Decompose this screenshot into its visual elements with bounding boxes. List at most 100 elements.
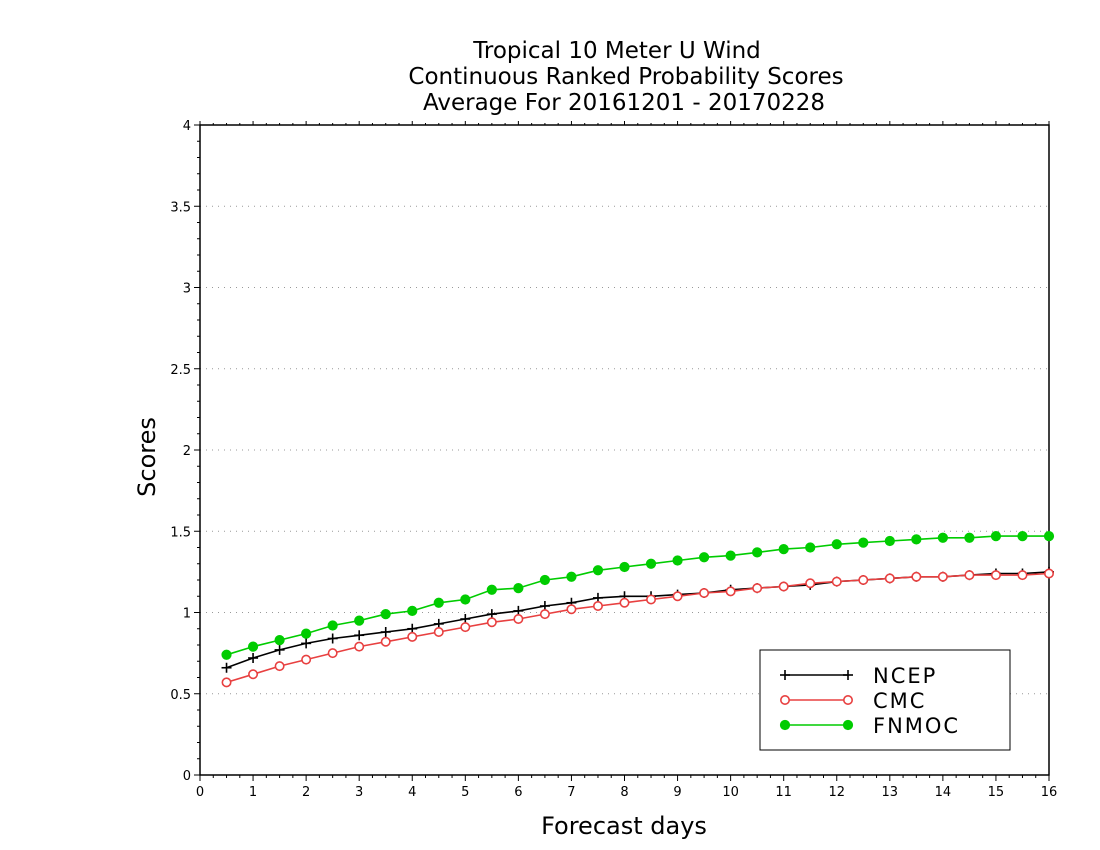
x-tick-label-9: 9	[673, 785, 681, 800]
legend-entry-ncep: NCEP	[780, 664, 937, 688]
data-point-cmc	[1044, 568, 1055, 579]
x-tick-label-7: 7	[567, 785, 575, 800]
y-tick-label-5: 2.5	[170, 363, 191, 378]
data-point-fnmoc	[513, 583, 524, 594]
data-point-cmc	[858, 574, 869, 585]
data-point-ncep	[301, 638, 312, 649]
x-tick-label-5: 5	[461, 785, 469, 800]
x-tick-label-15: 15	[988, 785, 1005, 800]
x-tick-label-8: 8	[620, 785, 628, 800]
legend-label-cmc: CMC	[873, 689, 926, 713]
data-point-cmc	[513, 613, 524, 624]
chart-title-line-1: Tropical 10 Meter U Wind	[472, 38, 761, 64]
data-point-cmc	[699, 587, 710, 598]
data-point-fnmoc	[247, 641, 259, 652]
data-point-ncep	[221, 662, 232, 673]
data-point-fnmoc	[752, 547, 763, 558]
data-point-fnmoc	[858, 537, 869, 548]
y-tick-label-4: 2	[183, 444, 191, 459]
gridlines	[200, 205, 1049, 695]
data-point-cmc	[460, 622, 471, 633]
data-point-cmc	[327, 648, 338, 659]
data-point-fnmoc	[1017, 531, 1028, 542]
data-point-fnmoc	[725, 550, 736, 561]
axis-ticks: 00.511.522.533.540 1 2 3 4 5 6 7 8 9 10 11 12 13 14 15 1…	[170, 119, 1057, 800]
data-point-cmc	[248, 669, 259, 680]
x-tick-label-2: 2	[302, 785, 310, 800]
x-tick-label-10: 10	[722, 785, 739, 800]
data-point-cmc	[725, 586, 736, 597]
x-tick-label-14: 14	[935, 785, 952, 800]
y-tick-label-8: 4	[183, 119, 191, 134]
x-tick-label-1: 1	[249, 785, 257, 800]
data-point-cmc	[407, 631, 418, 642]
x-tick-label-16: 16	[1041, 785, 1058, 800]
y-tick-label-7: 3.5	[170, 200, 191, 215]
x-tick-label-3: 3	[355, 785, 363, 800]
legend-marker	[780, 670, 790, 680]
data-point-fnmoc	[672, 555, 683, 566]
data-point-fnmoc	[964, 532, 975, 543]
data-point-cmc	[433, 626, 444, 637]
data-point-cmc	[539, 609, 550, 620]
data-point-fnmoc	[619, 561, 630, 573]
legend-label-fnmoc: FNMOC	[873, 714, 960, 738]
data-point-fnmoc	[301, 628, 312, 639]
data-point-ncep	[380, 627, 391, 637]
data-point-fnmoc	[990, 531, 1002, 542]
data-point-fnmoc	[221, 649, 232, 660]
data-point-fnmoc	[592, 565, 604, 576]
y-tick-label-1: 0.5	[170, 688, 191, 703]
y-tick-label-2: 1	[183, 607, 191, 622]
chart-title-line-3: Average For 20161201 - 20170228	[423, 90, 825, 116]
y-axis-label: Scores	[133, 417, 161, 497]
x-tick-label-6: 6	[514, 785, 522, 800]
data-point-cmc	[964, 570, 975, 581]
data-point-cmc	[566, 604, 577, 615]
x-tick-label-12: 12	[828, 785, 845, 800]
data-point-cmc	[380, 636, 391, 647]
y-tick-label-3: 1.5	[170, 525, 191, 540]
data-point-fnmoc	[884, 535, 895, 547]
series-layer	[221, 531, 1055, 688]
y-tick-label-0: 0	[183, 769, 191, 784]
data-point-fnmoc	[486, 584, 497, 595]
data-point-ncep	[327, 633, 338, 644]
series-fnmoc	[221, 531, 1055, 660]
data-point-fnmoc	[433, 597, 444, 608]
legend-entry-cmc: CMC	[779, 689, 926, 713]
data-point-fnmoc	[645, 558, 657, 569]
data-point-cmc	[884, 573, 895, 584]
data-point-ncep	[274, 644, 285, 655]
data-point-fnmoc	[831, 539, 842, 550]
data-point-fnmoc	[698, 552, 710, 563]
data-point-fnmoc	[778, 544, 789, 555]
data-point-cmc	[831, 576, 842, 587]
chart-title-line-2: Continuous Ranked Probability Scores	[408, 64, 843, 90]
data-point-cmc	[937, 571, 948, 582]
data-point-ncep	[354, 630, 365, 641]
legend-marker	[842, 719, 854, 731]
data-point-fnmoc	[460, 594, 471, 605]
data-point-fnmoc	[805, 542, 816, 553]
x-tick-label-4: 4	[408, 785, 416, 800]
legend-label-ncep: NCEP	[873, 664, 937, 688]
data-point-fnmoc	[354, 615, 365, 626]
data-point-cmc	[221, 677, 232, 688]
data-point-fnmoc	[911, 534, 922, 545]
data-point-cmc	[592, 600, 603, 611]
data-point-cmc	[274, 661, 285, 672]
data-point-fnmoc	[539, 574, 551, 586]
data-point-fnmoc	[937, 532, 948, 543]
data-point-fnmoc	[380, 609, 391, 620]
data-point-cmc	[911, 571, 922, 582]
data-point-fnmoc	[1043, 531, 1055, 542]
data-point-cmc	[301, 654, 312, 665]
data-point-fnmoc	[407, 605, 418, 616]
x-tick-label-13: 13	[882, 785, 899, 800]
data-point-cmc	[672, 591, 683, 602]
data-point-cmc	[805, 578, 816, 589]
data-point-fnmoc	[566, 571, 577, 582]
data-point-ncep	[248, 653, 259, 663]
